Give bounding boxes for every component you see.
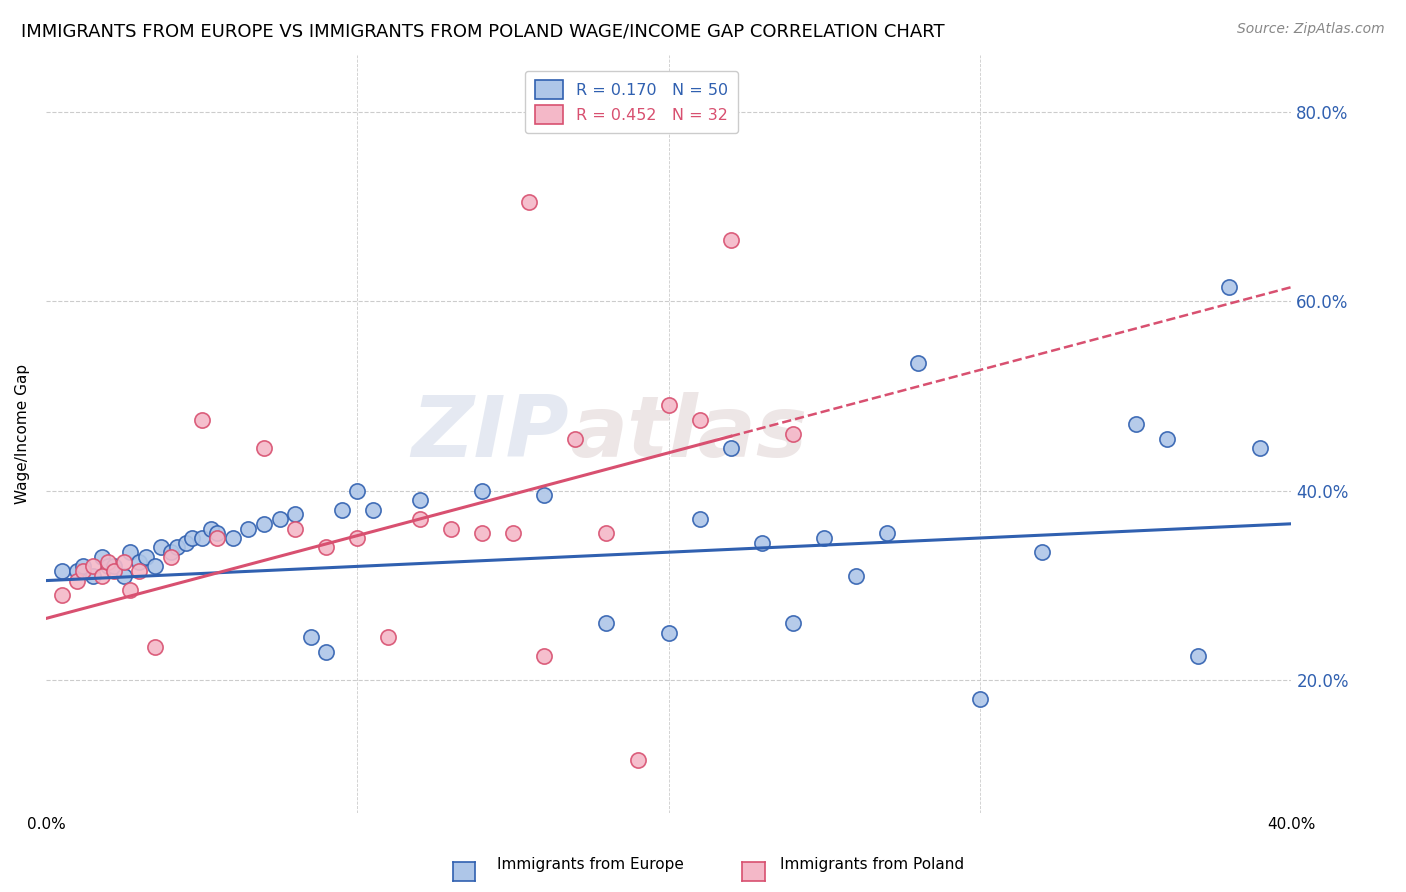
Point (564, 432, 586, 446)
Point (720, 441, 742, 455)
Legend: R = 0.170   N = 50, R = 0.452   N = 32: R = 0.170 N = 50, R = 0.452 N = 32 (524, 70, 738, 133)
Point (82, 559, 104, 574)
Point (471, 526, 494, 541)
Point (315, 644, 337, 658)
Point (813, 531, 835, 545)
Point (91, 549, 114, 564)
Point (238, 522, 260, 536)
Point (66, 564, 89, 578)
Point (166, 541, 188, 555)
Point (689, 512, 711, 526)
Point (315, 541, 337, 555)
Point (595, 526, 617, 541)
Point (689, 412, 711, 426)
Point (112, 555, 135, 569)
Point (112, 569, 135, 583)
Point (128, 564, 150, 578)
Point (1031, 545, 1053, 559)
Point (658, 399, 681, 413)
Point (181, 531, 204, 545)
Point (143, 640, 166, 654)
Point (103, 564, 125, 578)
Point (346, 531, 368, 545)
Point (377, 631, 399, 645)
Point (97, 559, 120, 574)
Point (330, 502, 353, 516)
Point (190, 412, 212, 426)
Point (440, 522, 463, 536)
Point (143, 559, 166, 574)
Point (1125, 417, 1147, 432)
Point (51, 588, 73, 602)
Point (346, 483, 368, 498)
Point (626, 754, 648, 768)
Point (103, 559, 125, 574)
Point (205, 531, 228, 545)
Point (1249, 441, 1271, 455)
Point (150, 541, 173, 555)
Point (72, 559, 94, 574)
Point (517, 194, 540, 209)
Text: Immigrants from Poland: Immigrants from Poland (780, 857, 963, 872)
Point (720, 233, 742, 247)
Point (471, 483, 494, 498)
Point (174, 535, 197, 549)
Point (533, 649, 555, 664)
Point (51, 564, 73, 578)
Point (876, 526, 898, 541)
Text: atlas: atlas (569, 392, 807, 475)
Point (361, 502, 384, 516)
Point (135, 549, 157, 564)
Point (128, 555, 150, 569)
Point (907, 356, 929, 370)
Point (269, 512, 291, 526)
Point (533, 488, 555, 502)
Point (253, 441, 276, 455)
Point (1156, 432, 1178, 446)
Text: IMMIGRANTS FROM EUROPE VS IMMIGRANTS FROM POLAND WAGE/INCOME GAP CORRELATION CHA: IMMIGRANTS FROM EUROPE VS IMMIGRANTS FRO… (21, 22, 945, 40)
Text: ZIP: ZIP (412, 392, 569, 475)
Point (159, 549, 181, 564)
Point (408, 493, 430, 508)
Point (299, 631, 322, 645)
Point (222, 531, 245, 545)
Point (66, 574, 89, 588)
Text: Immigrants from Europe: Immigrants from Europe (498, 857, 683, 872)
Point (200, 522, 222, 536)
Point (658, 625, 681, 640)
Point (408, 512, 430, 526)
Point (284, 522, 307, 536)
Point (118, 582, 141, 597)
Point (190, 531, 212, 545)
Point (91, 569, 114, 583)
Point (205, 526, 228, 541)
Point (97, 555, 120, 569)
Y-axis label: Wage/Income Gap: Wage/Income Gap (15, 364, 30, 504)
Point (284, 508, 307, 522)
Point (159, 545, 181, 559)
Point (1218, 280, 1240, 294)
Point (502, 526, 524, 541)
Point (253, 516, 276, 531)
Text: Source: ZipAtlas.com: Source: ZipAtlas.com (1237, 22, 1385, 37)
Point (1187, 649, 1209, 664)
Point (595, 616, 617, 631)
Point (969, 692, 991, 706)
Point (118, 545, 141, 559)
Point (751, 535, 773, 549)
Point (82, 569, 104, 583)
Point (782, 616, 804, 631)
Point (72, 564, 94, 578)
Point (782, 426, 804, 441)
Point (844, 569, 866, 583)
